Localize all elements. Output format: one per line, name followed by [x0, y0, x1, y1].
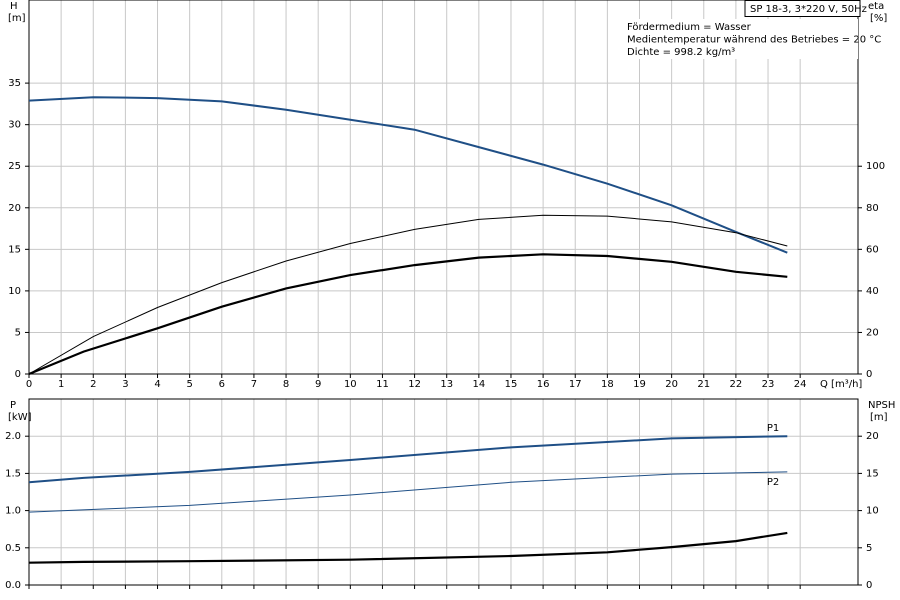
- curve: [28, 253, 788, 376]
- y-tick-label: 2.0: [5, 431, 21, 442]
- curve: [28, 435, 788, 484]
- plot-frame: [28, 0, 859, 375]
- y2-tick-label: 0: [866, 369, 872, 380]
- y2-tick-label: 15: [866, 468, 879, 479]
- x-tick-label: 4: [154, 379, 160, 390]
- x-tick-label: 11: [376, 379, 389, 390]
- x-tick-label: 3: [122, 379, 128, 390]
- y-axis-label: H: [10, 1, 18, 12]
- x-tick-label: 22: [730, 379, 743, 390]
- y-tick-label: 1.5: [5, 468, 21, 479]
- x-tick-label: 12: [408, 379, 421, 390]
- x-tick-label: 21: [697, 379, 710, 390]
- x-tick-label: 0: [26, 379, 32, 390]
- x-tick-label: 24: [794, 379, 807, 390]
- y-tick-label: 30: [8, 120, 21, 131]
- y2-tick-label: 5: [866, 543, 872, 554]
- y-tick-label: 10: [8, 286, 21, 297]
- x-tick-label: 17: [569, 379, 582, 390]
- y2-tick-label: 20: [866, 431, 879, 442]
- info-box: [744, 0, 861, 17]
- y2-axis-label: NPSH: [868, 400, 895, 411]
- x-tick-label: 15: [505, 379, 518, 390]
- y-tick-label: 20: [8, 203, 21, 214]
- y2-tick-label: 80: [866, 203, 879, 214]
- x-tick-label: 7: [251, 379, 257, 390]
- x-tick-label: 8: [283, 379, 289, 390]
- curve: [28, 531, 788, 564]
- x-tick-label: 9: [315, 379, 321, 390]
- notes-background: [622, 19, 858, 59]
- x-tick-label: 6: [219, 379, 225, 390]
- x-tick-label: 13: [440, 379, 453, 390]
- y-tick-label: 0.5: [5, 543, 21, 554]
- y2-axis-unit: [%]: [870, 13, 887, 24]
- curve: [28, 471, 788, 513]
- note: Medientemperatur während des Betriebes =…: [627, 35, 881, 46]
- y-tick-label: 25: [8, 161, 21, 172]
- x-tick-label: 23: [762, 379, 775, 390]
- curve-label: P2: [767, 477, 779, 488]
- note: Fördermedium = Wasser: [627, 22, 752, 33]
- x-tick-label: 5: [186, 379, 192, 390]
- y-axis-label: P: [10, 400, 16, 411]
- y-tick-label: 0.0: [5, 580, 21, 591]
- y-tick-label: 5: [15, 327, 21, 338]
- plot-frame: [28, 398, 859, 586]
- x-axis-label: Q [m³/h]: [820, 379, 862, 390]
- x-tick-label: 18: [601, 379, 614, 390]
- y-tick-label: 1.0: [5, 506, 21, 517]
- y2-tick-label: 100: [866, 161, 885, 172]
- y2-tick-label: 60: [866, 244, 879, 255]
- curve: [28, 214, 788, 375]
- y2-tick-label: 10: [866, 506, 879, 517]
- y-tick-label: 35: [8, 78, 21, 89]
- x-tick-label: 16: [537, 379, 550, 390]
- note: Dichte = 998.2 kg/m³: [627, 47, 735, 58]
- x-tick-label: 1: [58, 379, 64, 390]
- x-tick-label: 10: [344, 379, 357, 390]
- curve: [28, 96, 788, 254]
- x-tick-label: 14: [472, 379, 485, 390]
- curve-label: P1: [767, 423, 779, 434]
- y2-tick-label: 20: [866, 327, 879, 338]
- x-tick-label: 2: [90, 379, 96, 390]
- x-tick-label: 20: [665, 379, 678, 390]
- y2-axis-unit: [m]: [870, 412, 888, 423]
- y-tick-label: 15: [8, 244, 21, 255]
- y-tick-label: 0: [15, 369, 21, 380]
- y-axis-unit: [m]: [8, 13, 26, 24]
- x-tick-label: 19: [633, 379, 646, 390]
- y2-tick-label: 40: [866, 286, 879, 297]
- y-axis-unit: [kW]: [8, 412, 32, 423]
- info-box-text: SP 18-3, 3*220 V, 50Hz: [750, 4, 867, 15]
- y2-tick-label: 0: [866, 580, 872, 591]
- y2-axis-label: eta: [868, 1, 884, 12]
